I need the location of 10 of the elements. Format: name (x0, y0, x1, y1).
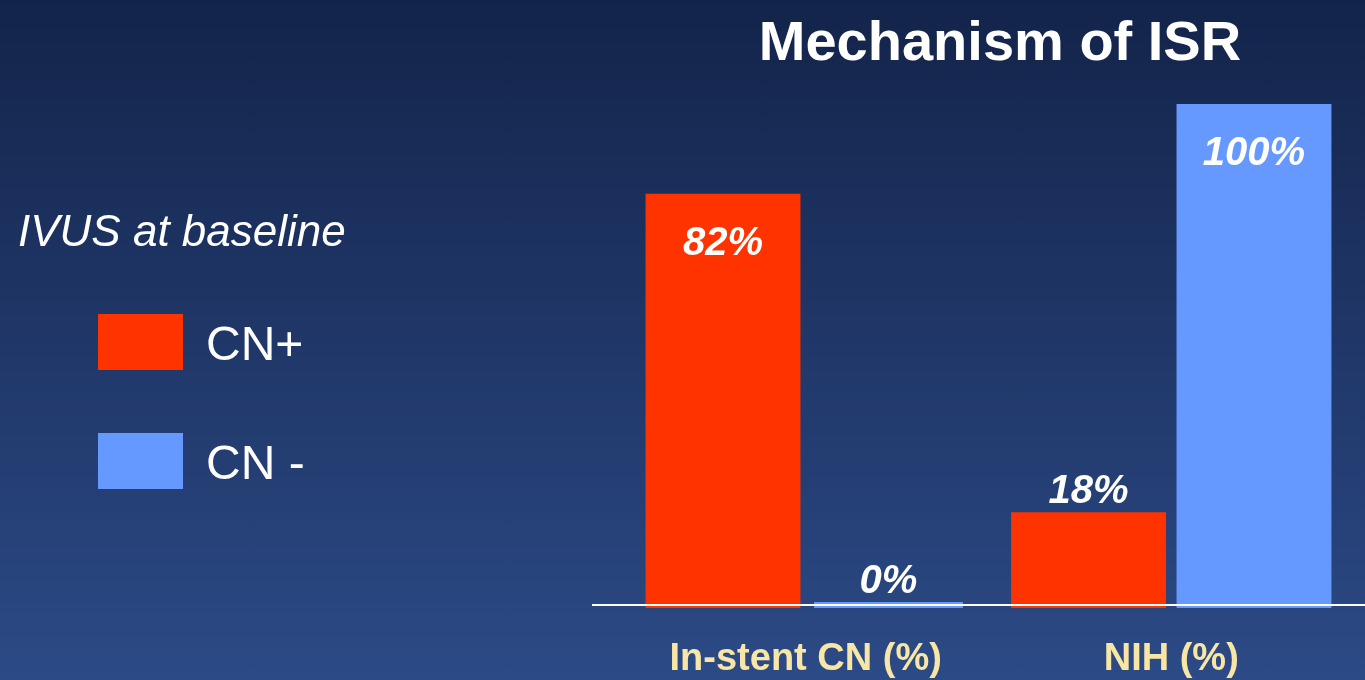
data-label: 18% (1048, 467, 1129, 512)
data-label: 100% (1202, 129, 1306, 173)
chart-title: Mechanism of ISR (758, 9, 1242, 72)
x-tick-label: In-stent CN (%) (669, 636, 942, 678)
data-label: 0% (859, 557, 918, 601)
x-tick-label: NIH (%) (1103, 636, 1239, 678)
legend-label: CN+ (206, 317, 304, 370)
data-label: 82% (682, 218, 764, 263)
legend-label: CN - (206, 436, 305, 489)
legend-title: IVUS at baseline (18, 206, 346, 255)
